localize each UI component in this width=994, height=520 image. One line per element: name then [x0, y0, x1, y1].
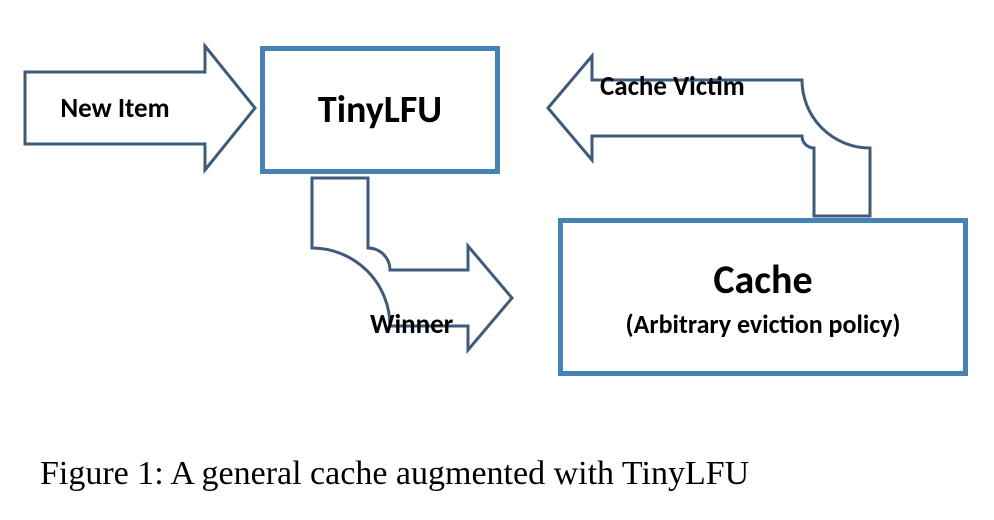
cache-subtitle: (Arbitrary eviction policy) [625, 308, 900, 340]
cache-title: Cache [713, 255, 812, 304]
winner-label: Winner [370, 308, 453, 341]
diagram-canvas: TinyLFU Cache (Arbitrary eviction policy… [0, 0, 994, 520]
cache-box: Cache (Arbitrary eviction policy) [558, 218, 968, 376]
cache-victim-label: Cache Victim [600, 70, 745, 103]
figure-caption: Figure 1: A general cache augmented with… [40, 455, 749, 493]
tinylfu-box: TinyLFU [260, 46, 500, 174]
tinylfu-label: TinyLFU [318, 87, 442, 133]
new-item-label: New Item [25, 72, 205, 144]
